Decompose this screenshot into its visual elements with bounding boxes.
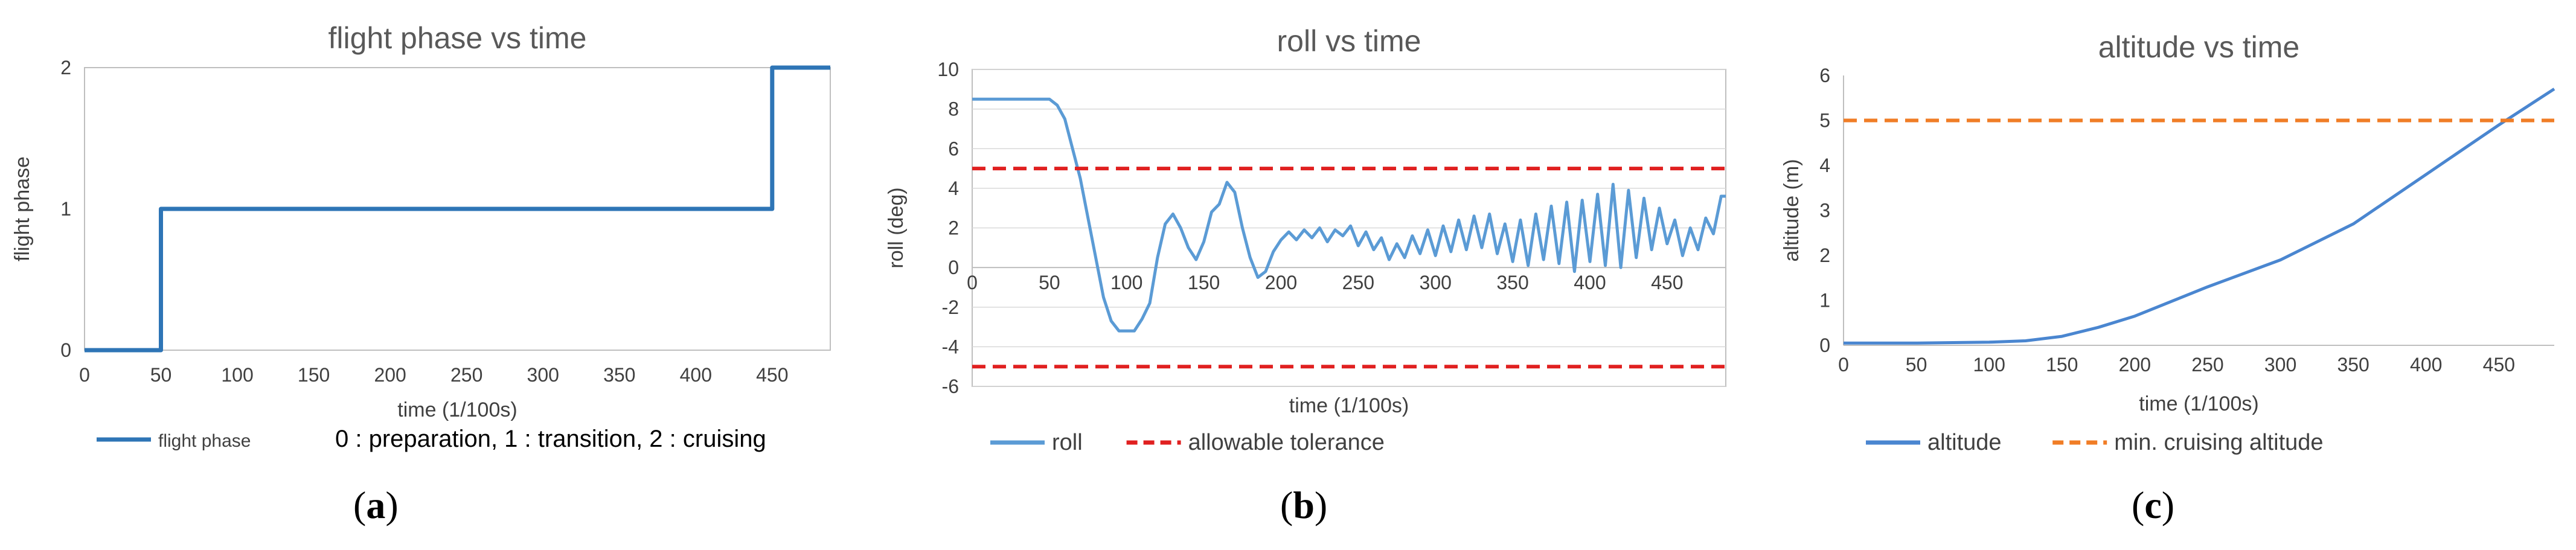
x-tick-label: 300: [1420, 272, 1452, 293]
legend-label: altitude: [1927, 430, 2002, 455]
panel-c: 0 1 2 3 4 5 6 0 50 100 150 200 250 300 350 400 450 altitu…: [1769, 0, 2576, 550]
y-tick-label: 2: [948, 217, 959, 239]
y-tick-label: 0: [60, 339, 71, 361]
panel-b: -6 -4 -2 0 2 4 6 8 10 0 50 100 150 200 250 300 350 400 450…: [870, 0, 1739, 550]
chart-title: roll vs time: [1277, 24, 1421, 58]
y-tick-label: -2: [942, 296, 959, 318]
x-tick-label: 50: [1906, 354, 1927, 376]
caption-b-letter: b: [1293, 484, 1315, 526]
y-axis-label: flight phase: [11, 156, 34, 261]
chart-title: flight phase vs time: [328, 21, 587, 55]
x-tick-label: 450: [2483, 354, 2515, 376]
plot-frame: [84, 67, 831, 351]
y-tick-label: 8: [948, 98, 959, 120]
y-tick-label: 2: [1819, 245, 1830, 266]
y-tick-label: -6: [942, 376, 959, 397]
x-tick-label: 200: [2119, 354, 2151, 376]
x-tick-label: 100: [221, 364, 253, 386]
series-line-0: [1844, 88, 2555, 345]
x-tick-label: 250: [1342, 272, 1374, 293]
x-tick-label: 300: [2264, 354, 2296, 376]
x-axis-label: time (1/100s): [2139, 392, 2258, 415]
x-axis-label: time (1/100s): [397, 398, 517, 421]
x-tick-label: 50: [150, 364, 172, 386]
x-tick-label: 0: [79, 364, 90, 386]
legend-label: roll: [1052, 430, 1083, 455]
caption-c-letter: c: [2144, 484, 2162, 526]
y-tick-label: 5: [1819, 110, 1830, 132]
x-tick-label: 250: [450, 364, 482, 386]
y-tick-label: 6: [1819, 65, 1830, 86]
caption-a: (a): [353, 484, 399, 526]
x-tick-label: 200: [1265, 272, 1297, 293]
chart-title: altitude vs time: [2098, 30, 2299, 64]
x-tick-label: 150: [2046, 354, 2078, 376]
y-tick-label: 1: [60, 198, 71, 220]
x-tick-label: 250: [2191, 354, 2223, 376]
x-tick-label: 450: [1651, 272, 1683, 293]
x-tick-label: 400: [680, 364, 712, 386]
x-tick-label: 350: [2337, 354, 2369, 376]
y-axis-label: altitude (m): [1780, 159, 1803, 261]
x-tick-label: 350: [1496, 272, 1528, 293]
y-tick-label: 3: [1819, 200, 1830, 222]
series-line-0: [972, 97, 1726, 333]
x-tick-label: 150: [1188, 272, 1220, 293]
y-tick-label: 6: [948, 138, 959, 159]
x-axis-label: time (1/100s): [1289, 394, 1409, 417]
y-tick-label: 4: [1819, 155, 1830, 176]
x-tick-label: 400: [2410, 354, 2442, 376]
x-tick-label: 100: [1110, 272, 1142, 293]
caption-c: (c): [2132, 484, 2175, 526]
x-tick-label: 350: [603, 364, 635, 386]
legend-note: 0 : preparation, 1 : transition, 2 : cru…: [335, 426, 766, 452]
legend-label: min. cruising altitude: [2114, 430, 2323, 455]
y-tick-label: 0: [1819, 334, 1830, 356]
legend-label: flight phase: [158, 431, 251, 451]
caption-b: (b): [1280, 484, 1328, 526]
y-axis-label: roll (deg): [885, 187, 908, 268]
y-tick-label: -4: [942, 336, 959, 357]
legend-label: allowable tolerance: [1188, 430, 1385, 455]
y-tick-label: 1: [1819, 290, 1830, 312]
x-tick-label: 0: [1838, 354, 1849, 376]
y-tick-label: 0: [948, 257, 959, 278]
x-tick-label: 100: [1973, 354, 2005, 376]
series-line-0: [85, 65, 830, 353]
y-tick-label: 4: [948, 177, 959, 199]
caption-a-letter: a: [366, 484, 386, 526]
panel-a: 0 1 2 0 50 100 150 200 250 300 350 400 450 flight pha…: [0, 0, 839, 550]
chart-altitude: 0 1 2 3 4 5 6 0 50 100 150 200 250 300 350 400 450 altitu…: [1780, 30, 2555, 455]
chart-flight-phase: 0 1 2 0 50 100 150 200 250 300 350 400 450 flight pha…: [11, 21, 831, 452]
x-tick-label: 0: [967, 272, 978, 293]
x-tick-label: 300: [527, 364, 559, 386]
x-tick-label: 400: [1574, 272, 1606, 293]
y-tick-label: 10: [937, 59, 959, 80]
x-tick-label: 50: [1039, 272, 1060, 293]
x-tick-label: 200: [374, 364, 406, 386]
x-tick-label: 150: [298, 364, 330, 386]
x-tick-label: 450: [756, 364, 788, 386]
y-tick-label: 2: [60, 57, 71, 78]
